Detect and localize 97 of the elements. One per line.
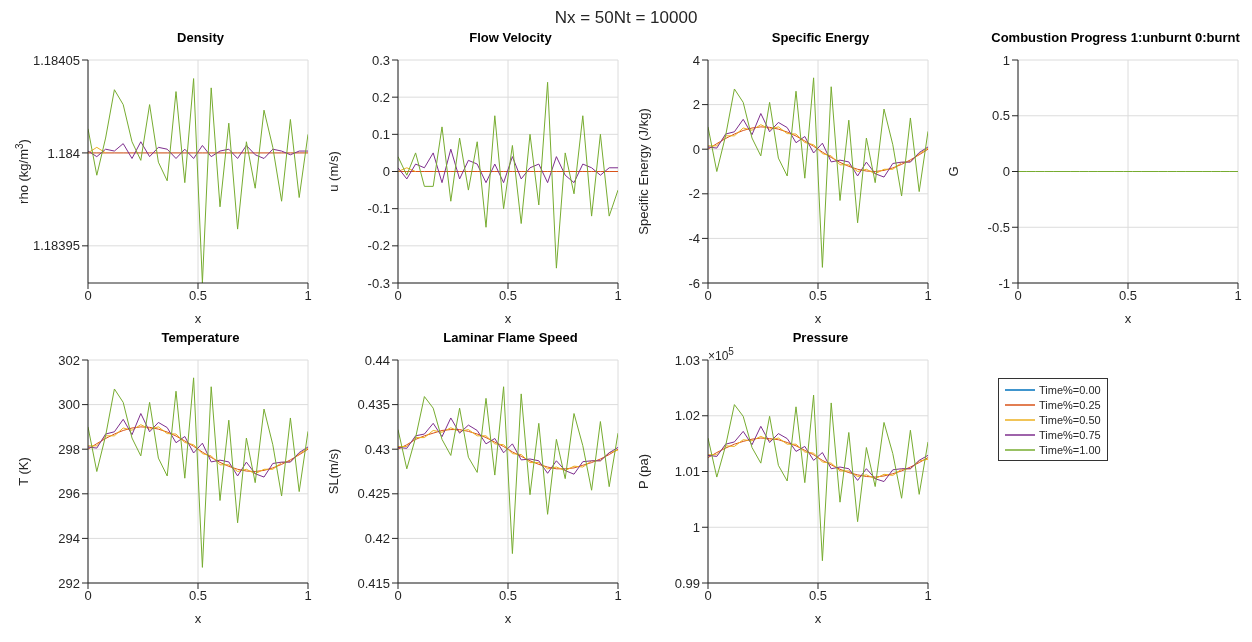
x-tick-label: 0 <box>704 588 712 604</box>
y-tick-label: -0.1 <box>367 201 390 217</box>
annotation: ×10$^{5}$ <box>708 346 734 363</box>
x-axis-title: x <box>194 611 202 626</box>
y-tick-label: 4 <box>692 52 700 68</box>
y-tick-label: 0.99 <box>674 575 700 591</box>
y-tick-label: 1.02 <box>674 408 700 424</box>
y-tick-label: 0.42 <box>364 531 390 547</box>
y-tick-label: 1.01 <box>674 464 700 480</box>
y-tick-label: 0.2 <box>371 89 390 105</box>
x-axis-title: x <box>504 311 512 326</box>
x-tick-label: 0.5 <box>188 588 208 604</box>
y-tick-label: 0 <box>382 164 390 180</box>
line-series <box>88 141 308 159</box>
x-tick-label: 0.5 <box>808 288 828 304</box>
y-axis-title: u (m/s) <box>326 151 341 192</box>
x-tick-label: 0.5 <box>188 288 208 304</box>
y-tick-label: 0.44 <box>364 352 390 368</box>
legend-label: Time%=0.75 <box>1039 428 1101 441</box>
y-tick-label: 0.415 <box>357 575 390 591</box>
x-tick-label: 1 <box>1234 288 1242 304</box>
x-tick-label: 0 <box>84 588 92 604</box>
y-tick-label: 292 <box>58 575 80 591</box>
line-series <box>708 425 928 483</box>
y-tick-label: -0.2 <box>367 238 390 254</box>
y-tick-label: 298 <box>58 441 80 457</box>
y-tick-label: 302 <box>58 352 80 368</box>
chart-title: Laminar Flame Speed <box>443 330 578 345</box>
line-series <box>88 377 308 568</box>
y-tick-label: 0.3 <box>371 52 390 68</box>
y-tick-label: -2 <box>688 186 700 202</box>
x-tick-label: 0 <box>394 288 402 304</box>
chart-title: Flow Velocity <box>469 30 552 45</box>
x-axis-title: x <box>194 311 202 326</box>
line-series <box>398 81 618 269</box>
y-tick-label: 0.5 <box>991 108 1010 124</box>
y-tick-label: -1 <box>998 275 1010 291</box>
y-axis-title: P (pa) <box>636 453 651 490</box>
y-tick-label: -4 <box>688 231 700 247</box>
x-tick-label: 1 <box>924 288 932 304</box>
y-tick-label: 0.435 <box>357 397 390 413</box>
x-axis-title: x <box>814 311 822 326</box>
chart-title: Combustion Progress 1:unburnt 0:burnt <box>991 30 1240 45</box>
y-tick-label: 1.18395 <box>33 238 80 254</box>
y-tick-label: 2 <box>692 97 700 113</box>
x-axis-title: x <box>1124 311 1132 326</box>
y-tick-label: 0.43 <box>364 441 390 457</box>
line-series <box>398 386 618 555</box>
y-tick-label: 0 <box>692 141 700 157</box>
y-axis-title: SL(m/s) <box>326 448 341 495</box>
legend-label: Time%=0.50 <box>1039 413 1101 426</box>
chart-title: Temperature <box>161 330 240 345</box>
line-series <box>708 113 928 178</box>
x-tick-label: 0 <box>1014 288 1022 304</box>
y-tick-label: 1.18405 <box>33 52 80 68</box>
y-tick-label: 1.184 <box>47 145 80 161</box>
x-tick-label: 0.5 <box>808 588 828 604</box>
y-tick-label: 296 <box>58 486 80 502</box>
x-axis-title: x <box>814 611 822 626</box>
chart-title: Density <box>177 30 224 45</box>
line-series <box>398 417 618 475</box>
y-tick-label: 294 <box>58 531 80 547</box>
y-axis-title: Specific Energy (J/kg) <box>636 108 651 235</box>
x-tick-label: 0 <box>704 288 712 304</box>
chart-title: Pressure <box>792 330 849 345</box>
x-tick-label: 1 <box>614 588 622 604</box>
legend-label: Time%=0.00 <box>1039 383 1101 396</box>
chart-title: Specific Energy <box>771 30 870 45</box>
y-axis-title: G <box>946 166 961 177</box>
x-tick-label: 0.5 <box>1118 288 1138 304</box>
y-tick-label: 1 <box>692 519 700 535</box>
y-tick-label: 300 <box>58 397 80 413</box>
x-tick-label: 1 <box>304 588 312 604</box>
y-tick-label: -0.5 <box>987 219 1010 235</box>
x-tick-label: 0 <box>394 588 402 604</box>
y-tick-label: 0 <box>1002 164 1010 180</box>
legend-label: Time%=0.25 <box>1039 398 1101 411</box>
line-series <box>708 394 928 562</box>
x-tick-label: 1 <box>304 288 312 304</box>
line-series <box>398 148 618 184</box>
line-series <box>708 77 928 268</box>
y-axis-title: T (K) <box>16 457 31 486</box>
x-tick-label: 1 <box>614 288 622 304</box>
x-tick-label: 1 <box>924 588 932 604</box>
legend-label: Time%=1.00 <box>1039 443 1101 456</box>
y-tick-label: 0.1 <box>371 126 390 142</box>
y-tick-label: 0.425 <box>357 486 390 502</box>
y-tick-label: -0.3 <box>367 275 390 291</box>
text: Nx = 50Nt = 10000 <box>553 8 699 28</box>
x-tick-label: 0.5 <box>498 588 518 604</box>
y-tick-label: 1.03 <box>674 352 700 368</box>
y-tick-label: 1 <box>1002 52 1010 68</box>
y-tick-label: -6 <box>688 275 700 291</box>
x-tick-label: 0.5 <box>498 288 518 304</box>
x-tick-label: 0 <box>84 288 92 304</box>
line-series <box>88 413 308 478</box>
x-axis-title: x <box>504 611 512 626</box>
